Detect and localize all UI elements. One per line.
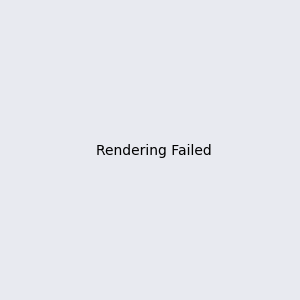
Text: Rendering Failed: Rendering Failed: [96, 145, 212, 158]
